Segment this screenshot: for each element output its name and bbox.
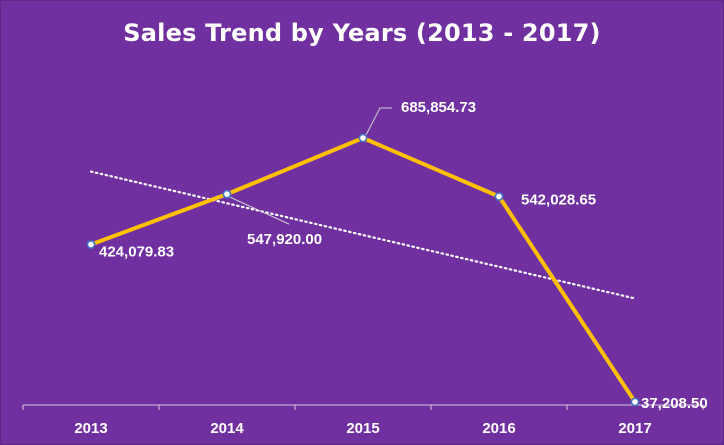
data-point-2016: [494, 192, 504, 201]
data-label-2017: 37,208.50: [641, 395, 708, 412]
data-point-2017: [630, 397, 640, 407]
chart-title: Sales Trend by Years (2013 - 2017): [123, 19, 601, 47]
data-point-2015: [358, 133, 368, 143]
leader-line-2014: [229, 196, 290, 225]
data-label-2014: 547,920.00: [247, 231, 322, 248]
data-point-2013: [86, 240, 96, 249]
trendline: [89, 170, 637, 300]
x-tick-label-2013: 2013: [74, 420, 107, 437]
x-tick-label-2016: 2016: [482, 420, 515, 437]
data-label-2015: 685,854.73: [401, 99, 476, 116]
data-label-2013: 424,079.83: [99, 244, 174, 261]
series-line: [90, 136, 637, 404]
x-tick-label-2017: 2017: [618, 420, 651, 437]
x-tick-label-2014: 2014: [210, 420, 244, 437]
data-label-2016: 542,028.65: [521, 192, 596, 209]
x-tick-label-2015: 2015: [346, 420, 379, 437]
data-point-2014: [222, 189, 232, 199]
leader-line-2015: [365, 107, 392, 136]
